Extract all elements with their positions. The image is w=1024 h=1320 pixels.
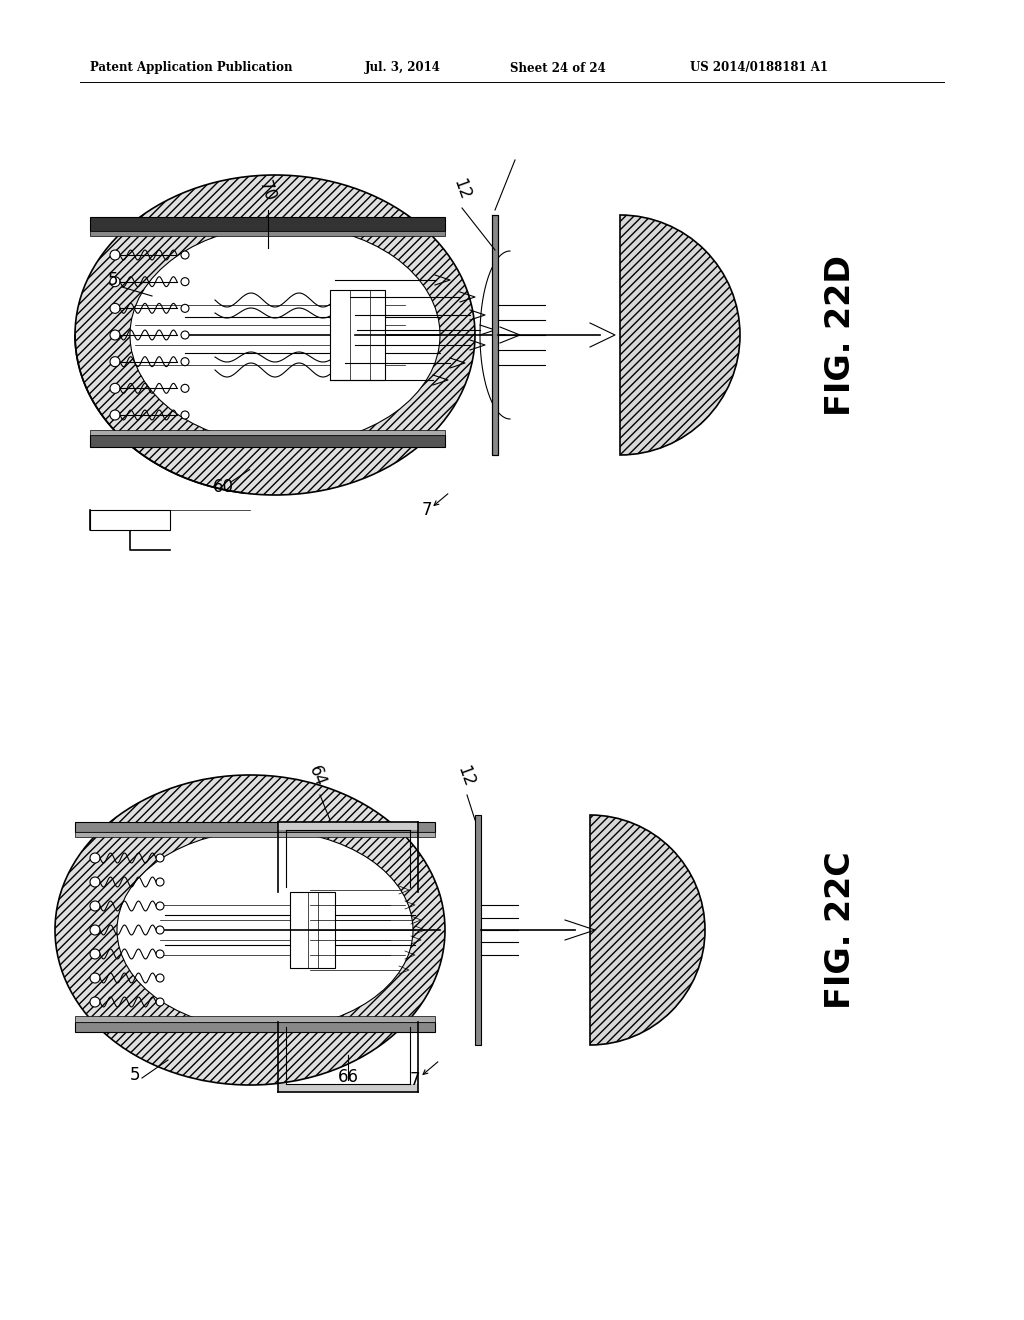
Wedge shape xyxy=(620,215,740,455)
Text: FIG. 22C: FIG. 22C xyxy=(823,851,856,1008)
Text: 64: 64 xyxy=(305,763,329,789)
Circle shape xyxy=(90,997,100,1007)
Text: 70: 70 xyxy=(255,178,280,205)
Circle shape xyxy=(110,304,120,313)
Circle shape xyxy=(181,251,189,259)
Circle shape xyxy=(90,973,100,983)
Circle shape xyxy=(110,330,120,341)
Text: FIG. 22D: FIG. 22D xyxy=(823,255,856,416)
Circle shape xyxy=(181,331,189,339)
Circle shape xyxy=(90,902,100,911)
Circle shape xyxy=(156,902,164,909)
Circle shape xyxy=(181,384,189,392)
Bar xyxy=(90,436,445,447)
Bar xyxy=(278,1084,418,1092)
Circle shape xyxy=(110,383,120,393)
Bar xyxy=(75,1022,435,1032)
Ellipse shape xyxy=(55,775,445,1085)
Circle shape xyxy=(156,974,164,982)
Text: 7: 7 xyxy=(422,502,432,519)
Text: 12: 12 xyxy=(453,763,477,789)
Bar xyxy=(90,231,445,236)
Ellipse shape xyxy=(117,830,413,1030)
Circle shape xyxy=(90,853,100,863)
Text: US 2014/0188181 A1: US 2014/0188181 A1 xyxy=(690,62,828,74)
Bar xyxy=(90,216,445,231)
Circle shape xyxy=(110,277,120,286)
Circle shape xyxy=(90,876,100,887)
Bar xyxy=(90,510,170,531)
Circle shape xyxy=(110,356,120,367)
Text: 12: 12 xyxy=(449,176,473,202)
Circle shape xyxy=(156,854,164,862)
Bar xyxy=(475,814,481,1045)
Text: 7: 7 xyxy=(410,1071,421,1089)
Text: 66: 66 xyxy=(338,1068,359,1086)
Bar xyxy=(75,1016,435,1022)
Bar xyxy=(90,430,445,436)
Bar xyxy=(75,832,435,837)
Bar xyxy=(278,822,418,830)
Circle shape xyxy=(110,249,120,260)
Circle shape xyxy=(156,878,164,886)
Circle shape xyxy=(90,925,100,935)
Text: 5: 5 xyxy=(108,271,119,289)
Circle shape xyxy=(156,950,164,958)
Text: 60: 60 xyxy=(213,478,234,496)
Circle shape xyxy=(181,358,189,366)
Bar xyxy=(75,822,435,832)
Text: Jul. 3, 2014: Jul. 3, 2014 xyxy=(365,62,441,74)
Circle shape xyxy=(181,305,189,313)
Circle shape xyxy=(110,411,120,420)
Text: 5: 5 xyxy=(130,1067,140,1084)
Circle shape xyxy=(181,277,189,285)
Circle shape xyxy=(90,949,100,960)
Ellipse shape xyxy=(75,176,475,495)
Bar xyxy=(290,892,335,968)
Ellipse shape xyxy=(130,224,440,445)
Bar xyxy=(330,290,385,380)
Text: Sheet 24 of 24: Sheet 24 of 24 xyxy=(510,62,606,74)
Wedge shape xyxy=(590,814,705,1045)
Circle shape xyxy=(181,411,189,418)
Bar xyxy=(492,215,498,455)
Text: Patent Application Publication: Patent Application Publication xyxy=(90,62,293,74)
Circle shape xyxy=(156,927,164,935)
Circle shape xyxy=(156,998,164,1006)
